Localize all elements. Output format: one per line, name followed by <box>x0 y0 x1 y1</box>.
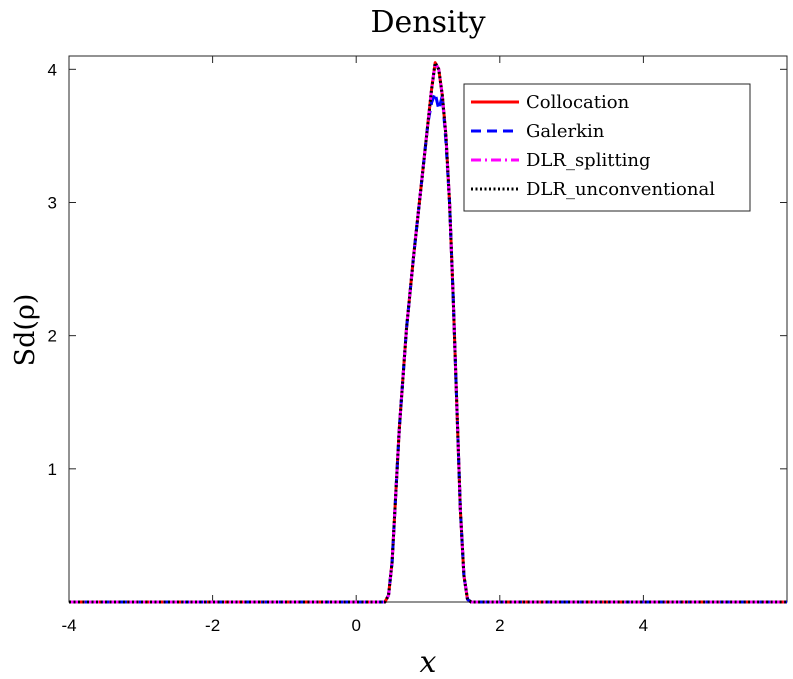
legend-label: DLR_splitting <box>526 150 651 171</box>
x-tick-label: 0 <box>351 616 360 635</box>
y-tick-label: 4 <box>48 60 57 79</box>
plot-area-frame <box>68 55 788 603</box>
x-axis-label: x <box>420 645 437 679</box>
x-tick-label: -4 <box>61 616 76 635</box>
x-tick-label: 4 <box>639 616 648 635</box>
chart-title: Density <box>370 5 485 40</box>
legend: Collocation Galerkin DLR_splitting DLR_unco… <box>463 83 751 212</box>
y-tick-label: 1 <box>48 460 57 479</box>
legend-label: Collocation <box>526 92 630 113</box>
series-layer <box>69 61 787 604</box>
series-line-3 <box>69 61 787 604</box>
x-tick-label: 2 <box>495 616 504 635</box>
y-axis-label: Sd(ρ) <box>10 294 41 367</box>
y-tick-label: 3 <box>48 193 57 212</box>
legend-label: Galerkin <box>526 121 605 142</box>
legend-label: DLR_unconventional <box>526 179 715 200</box>
y-axis-ticks: 1 2 3 4 <box>48 60 787 479</box>
y-tick-label: 2 <box>48 327 57 346</box>
x-tick-label: -2 <box>205 616 220 635</box>
